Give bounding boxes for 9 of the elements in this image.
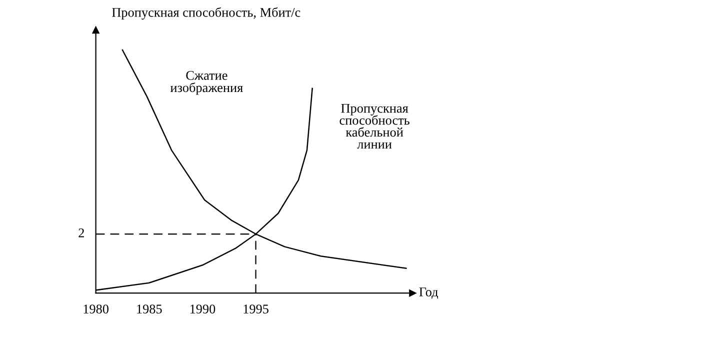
text: Пропускная способность кабельной линии [340, 104, 410, 149]
x-tick-label: 1980 [84, 304, 108, 314]
x-tick-label: 1985 [137, 304, 162, 314]
y-axis-title: Пропускная способность, Мбит/с [112, 7, 300, 20]
x-tick-label: 1990 [190, 304, 216, 314]
x-axis-title: Год [419, 288, 438, 299]
x-tick-label: 1995 [244, 304, 268, 314]
series-label: Сжатие изображения [170, 71, 243, 95]
annotation: 2 [78, 228, 84, 238]
